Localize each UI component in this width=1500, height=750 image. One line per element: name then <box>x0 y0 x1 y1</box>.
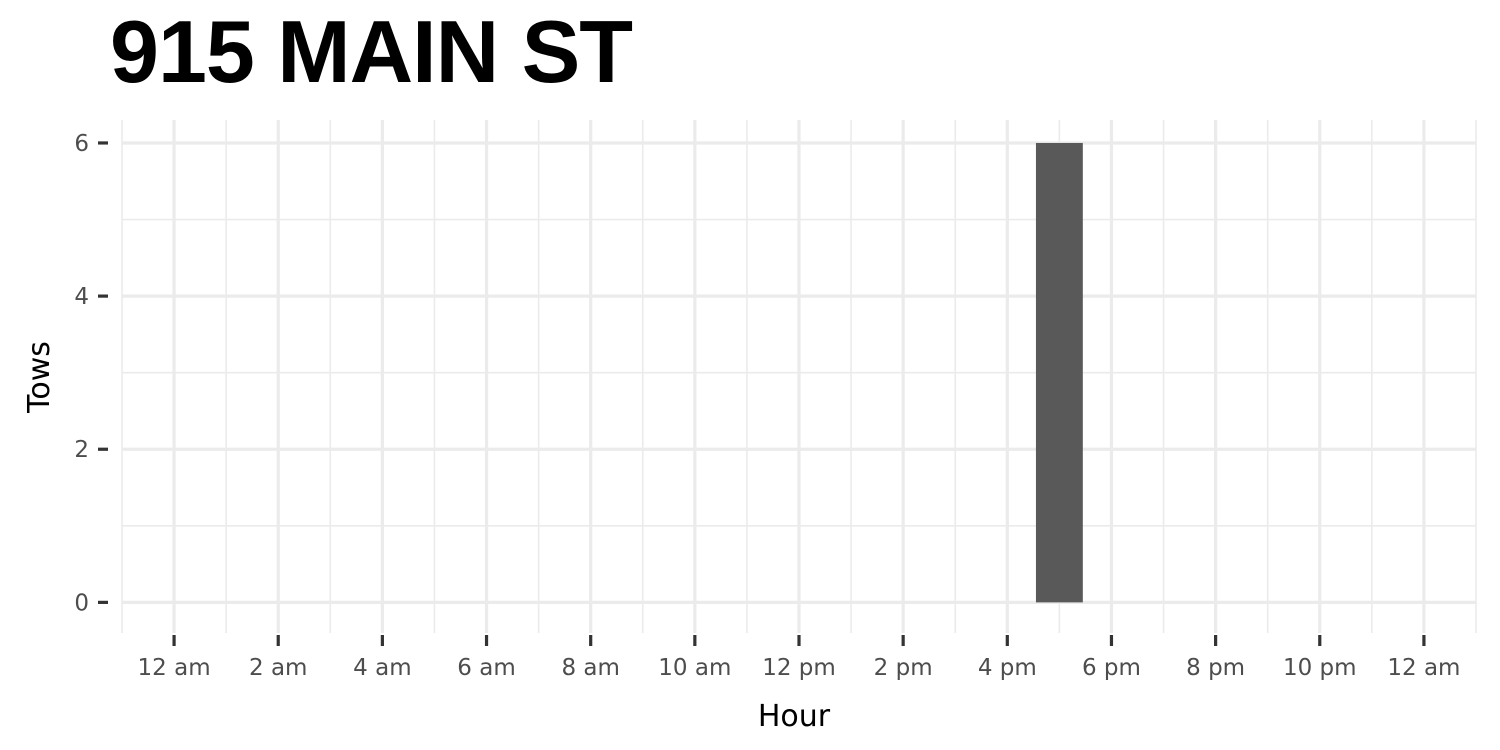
bars <box>1035 142 1083 603</box>
x-tick-label: 10 am <box>658 655 731 681</box>
x-axis-title: Hour <box>758 699 831 734</box>
chart-title: 915 MAIN ST <box>110 2 633 101</box>
x-tick-label: 8 am <box>561 655 619 681</box>
y-axis: 0 2 4 6 <box>74 131 108 616</box>
x-tick-label: 2 am <box>249 655 307 681</box>
y-tick-label: 0 <box>74 590 89 616</box>
bar <box>1035 142 1083 603</box>
x-tick-label: 4 pm <box>978 655 1037 681</box>
x-tick-label: 10 pm <box>1283 655 1357 681</box>
y-tick-label: 2 <box>74 437 89 463</box>
x-axis: 12 am 2 am 4 am 6 am 8 am 10 am 12 pm 2 pm 4 pm 6… <box>138 635 1460 681</box>
x-tick-label: 6 pm <box>1082 655 1141 681</box>
x-tick-label: 4 am <box>353 655 411 681</box>
x-tick-label: 8 pm <box>1186 655 1245 681</box>
x-tick-label: 2 pm <box>874 655 933 681</box>
x-tick-label: 6 am <box>457 655 515 681</box>
y-tick-label: 4 <box>74 284 89 310</box>
major-gridlines <box>122 120 1476 633</box>
x-tick-label: 12 am <box>1387 655 1460 681</box>
x-tick-label: 12 pm <box>762 655 836 681</box>
y-tick-label: 6 <box>74 131 89 157</box>
x-tick-label: 12 am <box>138 655 211 681</box>
y-axis-title: Tows <box>22 341 57 414</box>
